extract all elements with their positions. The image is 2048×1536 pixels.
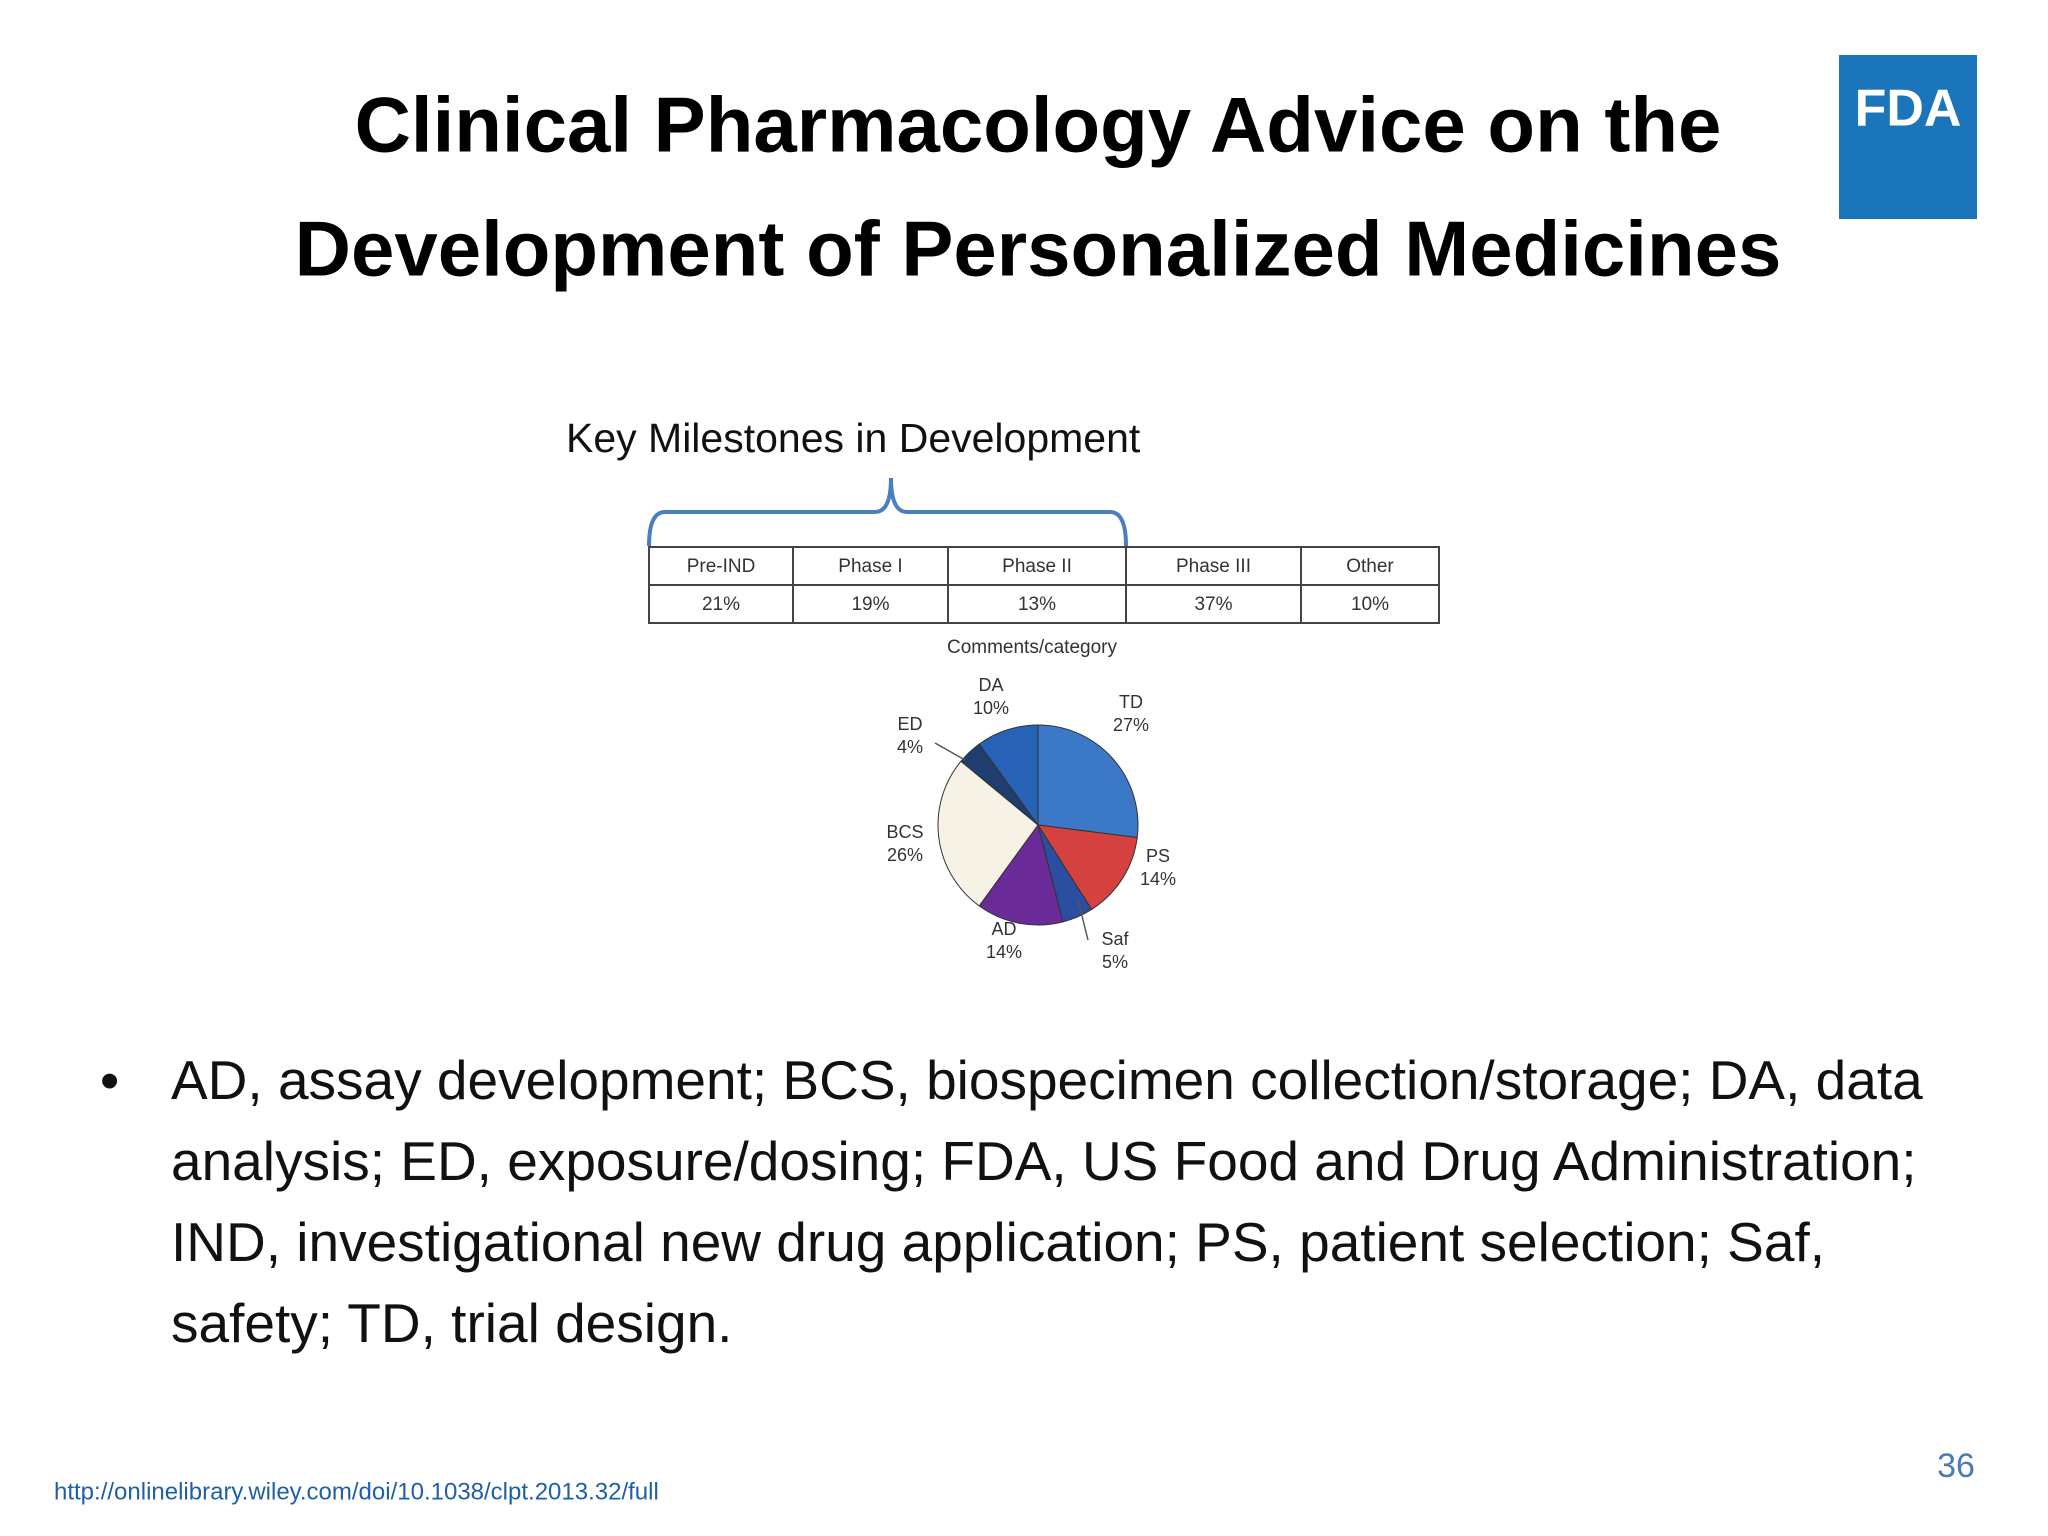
logo-text: FDA <box>1855 80 1962 138</box>
pie-chart: TD 27% PS 14% Saf 5% AD 14% BCS 26% ED 4% DA 10% <box>886 675 1176 972</box>
table-cell: Phase III <box>1176 556 1251 577</box>
slice-value-label: 5% <box>1102 952 1128 972</box>
slice-value-label: 26% <box>887 845 923 865</box>
leader-line <box>934 742 966 761</box>
pie-slice <box>937 760 1039 907</box>
slice-label: Saf <box>1101 929 1129 949</box>
table-cell: Phase I <box>838 556 902 577</box>
slice-label: AD <box>991 919 1016 939</box>
slice-value-label: 14% <box>1140 869 1176 889</box>
logo-box <box>1839 55 1977 219</box>
chart-title: Comments/category <box>947 637 1118 658</box>
table-cell: 13% <box>1018 594 1056 615</box>
pie-slice <box>1037 824 1138 911</box>
table-cell: Other <box>1346 556 1394 577</box>
table-cell: 37% <box>1194 594 1232 615</box>
table-cell: Phase II <box>1002 556 1072 577</box>
table-cell: 19% <box>851 594 889 615</box>
page-number: 36 <box>1937 1447 1975 1485</box>
milestones-label: Key Milestones in Development <box>566 415 1141 461</box>
slice-label: BCS <box>886 822 923 842</box>
table-cell: 21% <box>702 594 740 615</box>
pie-slice <box>1037 724 1139 839</box>
slice-label: DA <box>978 675 1003 695</box>
title-line: Clinical Pharmacology Advice on the <box>355 81 1722 169</box>
leader-line <box>1077 899 1089 941</box>
pie-slice <box>978 724 1039 827</box>
bullet-dot: • <box>100 1049 120 1111</box>
slice-value-label: 14% <box>986 942 1022 962</box>
bracket <box>647 477 1128 547</box>
pie-slice <box>978 823 1064 926</box>
slice-value-label: 4% <box>897 737 923 757</box>
slice-value-label: 27% <box>1113 715 1149 735</box>
milestone-table: Pre-IND Phase I Phase II Phase III Other 21% 1… <box>648 546 1440 624</box>
title-line: Development of Personalized Medicines <box>295 205 1782 293</box>
slice-label: PS <box>1146 846 1170 866</box>
slice-label: ED <box>897 714 922 734</box>
source-url: http://onlinelibrary.wiley.com/doi/10.10… <box>54 1478 659 1505</box>
bullet-text: AD, assay development; BCS, biospecimen … <box>171 1049 1923 1354</box>
slice-value-label: 10% <box>973 698 1009 718</box>
table-cell: Pre-IND <box>687 556 756 577</box>
table-cell: 10% <box>1351 594 1389 615</box>
bullet-item: • AD, assay development; BCS, biospecimen… <box>100 1040 1960 1364</box>
slice-label: TD <box>1119 692 1143 712</box>
